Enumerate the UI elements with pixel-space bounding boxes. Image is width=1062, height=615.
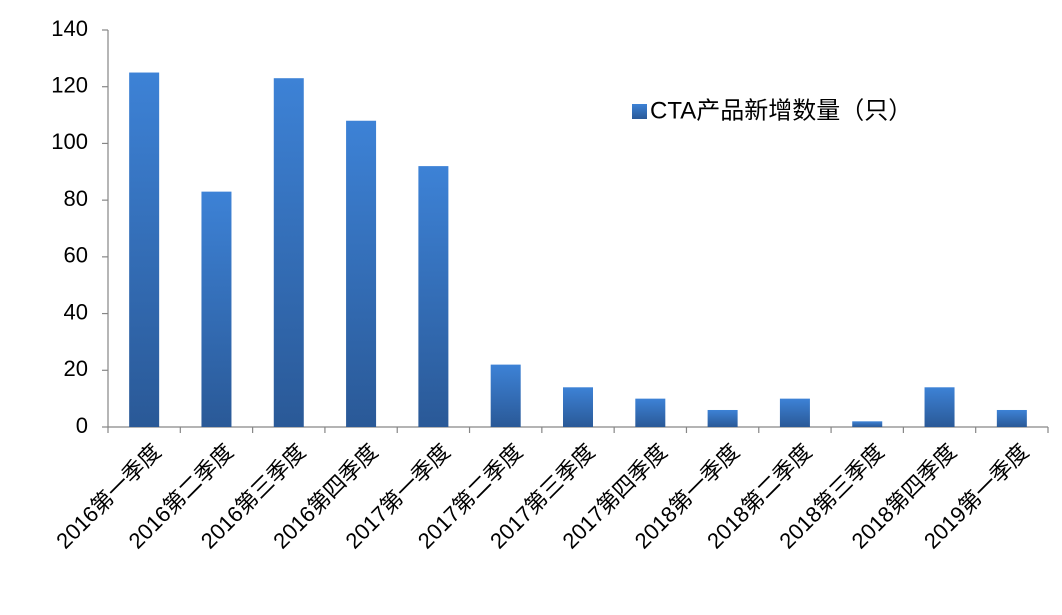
legend-label: CTA产品新增数量（只） [650, 97, 912, 124]
bar [707, 409, 738, 427]
bar [418, 166, 449, 427]
bar [996, 409, 1027, 427]
y-tick-label: 0 [76, 413, 88, 438]
y-tick-label: 40 [64, 299, 88, 324]
bar [129, 72, 160, 428]
bar [201, 191, 232, 427]
y-tick-label: 80 [64, 186, 88, 211]
bar [779, 398, 810, 427]
y-tick-label: 60 [64, 243, 88, 268]
bar [635, 398, 666, 427]
bar [852, 421, 883, 427]
legend-swatch [632, 104, 647, 119]
y-tick-label: 100 [51, 129, 88, 154]
bar [346, 120, 377, 427]
bar [273, 78, 304, 427]
bar [563, 387, 593, 427]
bar [924, 387, 955, 427]
y-tick-label: 20 [64, 356, 88, 381]
bar [490, 364, 521, 427]
y-tick-label: 120 [51, 73, 88, 98]
y-tick-label: 140 [51, 16, 88, 41]
